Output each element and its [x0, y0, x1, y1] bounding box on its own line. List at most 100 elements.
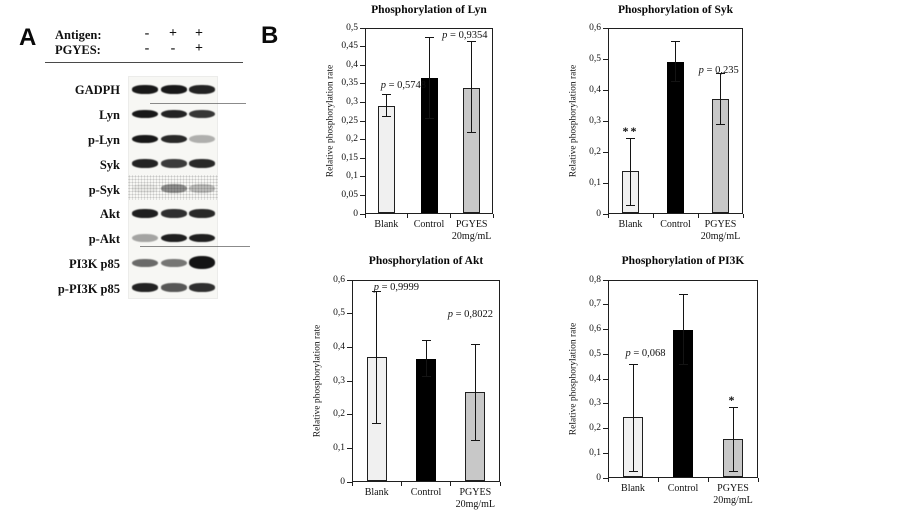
error-cap-top: [381, 94, 391, 96]
y-tick-mark: [360, 139, 365, 141]
lane-sign-antigen-1: -: [144, 26, 150, 41]
significance-marker: **: [622, 123, 639, 138]
error-bar-control: [675, 41, 676, 82]
y-tick-label: 0,1: [333, 442, 345, 453]
blot-band-p-lyn-lane3: [189, 134, 215, 144]
blot-band-akt-lane1: [132, 209, 158, 218]
x-tick-mark: [757, 478, 759, 482]
blot-row-pi3k-p85: [128, 249, 218, 274]
chart-title-phosphorylation-of-akt: Phosphorylation of Akt: [368, 255, 484, 267]
error-bar-control: [425, 340, 427, 377]
blot-row-label-gadph: GADPH: [74, 83, 120, 98]
x-tick-mark: [492, 214, 494, 218]
error-cap-top: [467, 40, 477, 42]
blot-row-lyn: [128, 101, 218, 126]
error-cap-top: [678, 294, 688, 296]
x-category-label-blank: Blank: [618, 219, 643, 230]
y-tick-mark: [360, 157, 365, 159]
chart-title-phosphorylation-of-syk: Phosphorylation of Syk: [617, 4, 734, 16]
x-tick-mark: [449, 214, 451, 218]
error-cap-bottom: [381, 116, 391, 118]
y-tick-mark: [603, 120, 608, 122]
x-category-label-control: Control: [413, 219, 445, 230]
p-value-annotation: p = 0,8022: [447, 308, 494, 320]
y-tick-label: 0,3: [589, 115, 601, 126]
y-tick-label: 0: [340, 476, 345, 487]
y-tick-mark: [360, 46, 365, 48]
blot-band-lyn-lane1: [132, 109, 158, 119]
error-bar-blank: [385, 94, 387, 117]
error-bar-pgyes-20mg-ml: [732, 407, 734, 472]
x-category-label-control: Control: [667, 483, 699, 494]
error-cap-top: [424, 36, 434, 38]
chart-title-phosphorylation-of-lyn: Phosphorylation of Lyn: [371, 4, 487, 16]
bar-blank: [377, 106, 395, 213]
y-tick-label: 0,6: [589, 22, 601, 33]
y-tick-label: 0,3: [589, 398, 601, 409]
plot-area: [352, 280, 500, 482]
blot-band-gadph-lane3: [189, 85, 215, 94]
y-tick-mark: [603, 213, 608, 215]
blot-row-p-syk: [128, 175, 218, 200]
x-category-label-control: Control: [660, 219, 691, 230]
blot-band-pi3k-p85-lane1: [132, 258, 158, 268]
y-tick-label: 0: [596, 208, 601, 219]
y-tick-mark: [347, 279, 352, 281]
panel-a-label: A: [19, 24, 37, 51]
blot-row-label-lyn: Lyn: [99, 108, 120, 123]
y-tick-label: 0,1: [346, 171, 358, 182]
error-cap-bottom: [678, 363, 688, 365]
x-category-label-pgyes-20mg-ml: PGYES 20mg/mL: [713, 483, 753, 506]
y-tick-label: 0,4: [333, 341, 345, 352]
x-tick-mark: [364, 214, 366, 218]
blot-band-p-akt-lane3: [189, 233, 215, 243]
error-cap-bottom: [628, 471, 638, 473]
panel-b-label: B: [261, 22, 279, 49]
blot-row-akt: [128, 200, 218, 225]
error-bar-blank: [376, 291, 378, 424]
blot-row-label-p-lyn: p-Lyn: [88, 132, 120, 147]
error-cap-top: [628, 364, 638, 366]
western-blot-image: [128, 76, 218, 299]
y-tick-mark: [603, 353, 608, 355]
error-cap-bottom: [626, 204, 635, 206]
x-category-label-pgyes-20mg-ml: PGYES 20mg/mL: [451, 219, 492, 242]
error-cap-top: [372, 291, 382, 293]
blot-band-p-akt-lane1: [132, 233, 158, 243]
y-tick-label: 0,5: [333, 308, 345, 319]
blot-band-pi3k-p85-lane2: [161, 258, 187, 268]
y-tick-label: 0: [353, 208, 358, 219]
x-tick-mark: [400, 482, 402, 486]
y-tick-mark: [347, 447, 352, 449]
blot-band-p-pi3k-p85-lane1: [132, 283, 158, 292]
blot-row-label-akt: Akt: [99, 207, 120, 222]
error-bar-control: [428, 37, 430, 119]
blot-band-akt-lane3: [189, 209, 215, 218]
blot-row-p-pi3k-p85: [128, 274, 218, 299]
p-value-annotation: p = 0,9354: [442, 30, 488, 42]
y-tick-label: 0,45: [341, 41, 358, 52]
y-tick-mark: [360, 64, 365, 66]
x-tick-mark: [707, 478, 709, 482]
blot-band-p-akt-lane2: [161, 233, 187, 243]
error-cap-bottom: [716, 123, 725, 125]
blot-band-gadph-lane1: [132, 85, 158, 94]
y-tick-label: 0,1: [589, 447, 601, 458]
lane-sign-antigen-3: +: [195, 26, 203, 41]
x-tick-mark: [652, 214, 654, 218]
error-cap-bottom: [372, 422, 382, 424]
blot-band-pi3k-p85-lane3: [189, 256, 215, 270]
error-cap-top: [728, 406, 738, 408]
y-tick-mark: [347, 481, 352, 483]
x-category-label-blank: Blank: [364, 487, 389, 498]
blot-band-p-syk-lane2: [161, 184, 187, 193]
error-cap-top: [626, 137, 635, 139]
y-tick-mark: [603, 452, 608, 454]
error-cap-bottom: [467, 132, 477, 134]
y-tick-mark: [360, 120, 365, 122]
y-tick-mark: [347, 346, 352, 348]
error-bar-control: [682, 294, 684, 365]
blot-band-lyn-lane2: [161, 109, 187, 119]
bar-control: [667, 62, 684, 213]
error-cap-top: [421, 339, 431, 341]
